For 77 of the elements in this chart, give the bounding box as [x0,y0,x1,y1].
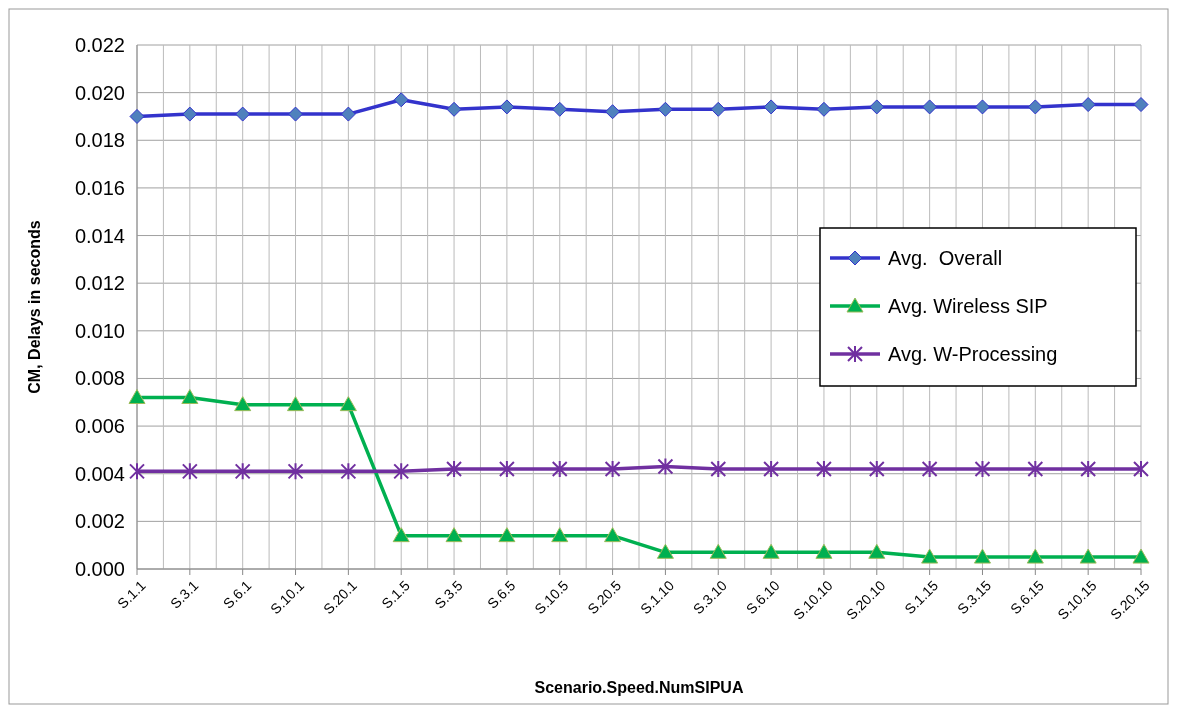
x-axis-title: Scenario.Speed.NumSIPUA [534,679,744,696]
point [288,106,304,122]
y-axis-title: CM, Delays in seconds [26,220,43,394]
point [1027,99,1043,115]
point [446,459,463,478]
point [657,457,674,476]
y-tick-label: 0.012 [74,272,125,295]
point [868,459,885,478]
point [816,101,832,117]
point [552,101,568,117]
y-tick-label: 0.004 [74,462,125,485]
point [1079,548,1097,564]
point [709,543,727,559]
point [657,101,673,117]
legend-label: Avg. Overall [888,247,1003,269]
point [235,106,251,122]
point [181,389,199,405]
point [551,527,569,543]
y-tick-label: 0.016 [74,176,125,199]
point [921,459,938,478]
point [605,104,621,120]
point [499,99,515,115]
point [763,459,780,478]
y-tick-label: 0.010 [74,319,125,342]
point [287,396,305,412]
y-tick-label: 0.008 [74,367,125,390]
point [1133,97,1149,113]
point [710,101,726,117]
point [234,396,252,412]
point [393,462,410,481]
point [129,108,145,124]
point [973,548,991,564]
point [129,462,145,481]
point [1133,459,1149,478]
point [498,459,515,478]
y-tick-label: 0.014 [74,224,125,247]
point [815,459,832,478]
point [763,99,779,115]
y-tick-label: 0.018 [74,129,125,152]
point [181,462,198,481]
point [922,99,938,115]
point [656,543,674,559]
point [340,462,357,481]
point [604,459,621,478]
point [604,527,622,543]
point [868,543,886,559]
point [182,106,198,122]
point [393,92,409,108]
y-tick-label: 0.022 [74,34,125,56]
point [1080,459,1097,478]
legend-label: Avg. W-Processing [888,343,1058,365]
point [762,543,780,559]
point [1026,548,1044,564]
point [445,527,463,543]
y-tick-label: 0.020 [74,81,125,104]
point [446,101,462,117]
point [815,543,833,559]
point [287,462,304,481]
point [498,527,516,543]
point [551,459,568,478]
point [1027,459,1044,478]
point [234,462,251,481]
point [921,548,939,564]
point [974,459,991,478]
legend-label: Avg. Wireless SIP [888,295,1048,317]
y-tick-label: 0.000 [74,558,125,580]
y-tick-label: 0.002 [74,510,125,533]
y-tick-label: 0.006 [74,415,125,438]
point [339,396,357,412]
point [340,106,356,122]
point [869,99,885,115]
point [710,459,727,478]
point [1132,548,1150,564]
point [974,99,990,115]
point [392,527,410,543]
point [1080,97,1096,113]
point [128,389,146,405]
